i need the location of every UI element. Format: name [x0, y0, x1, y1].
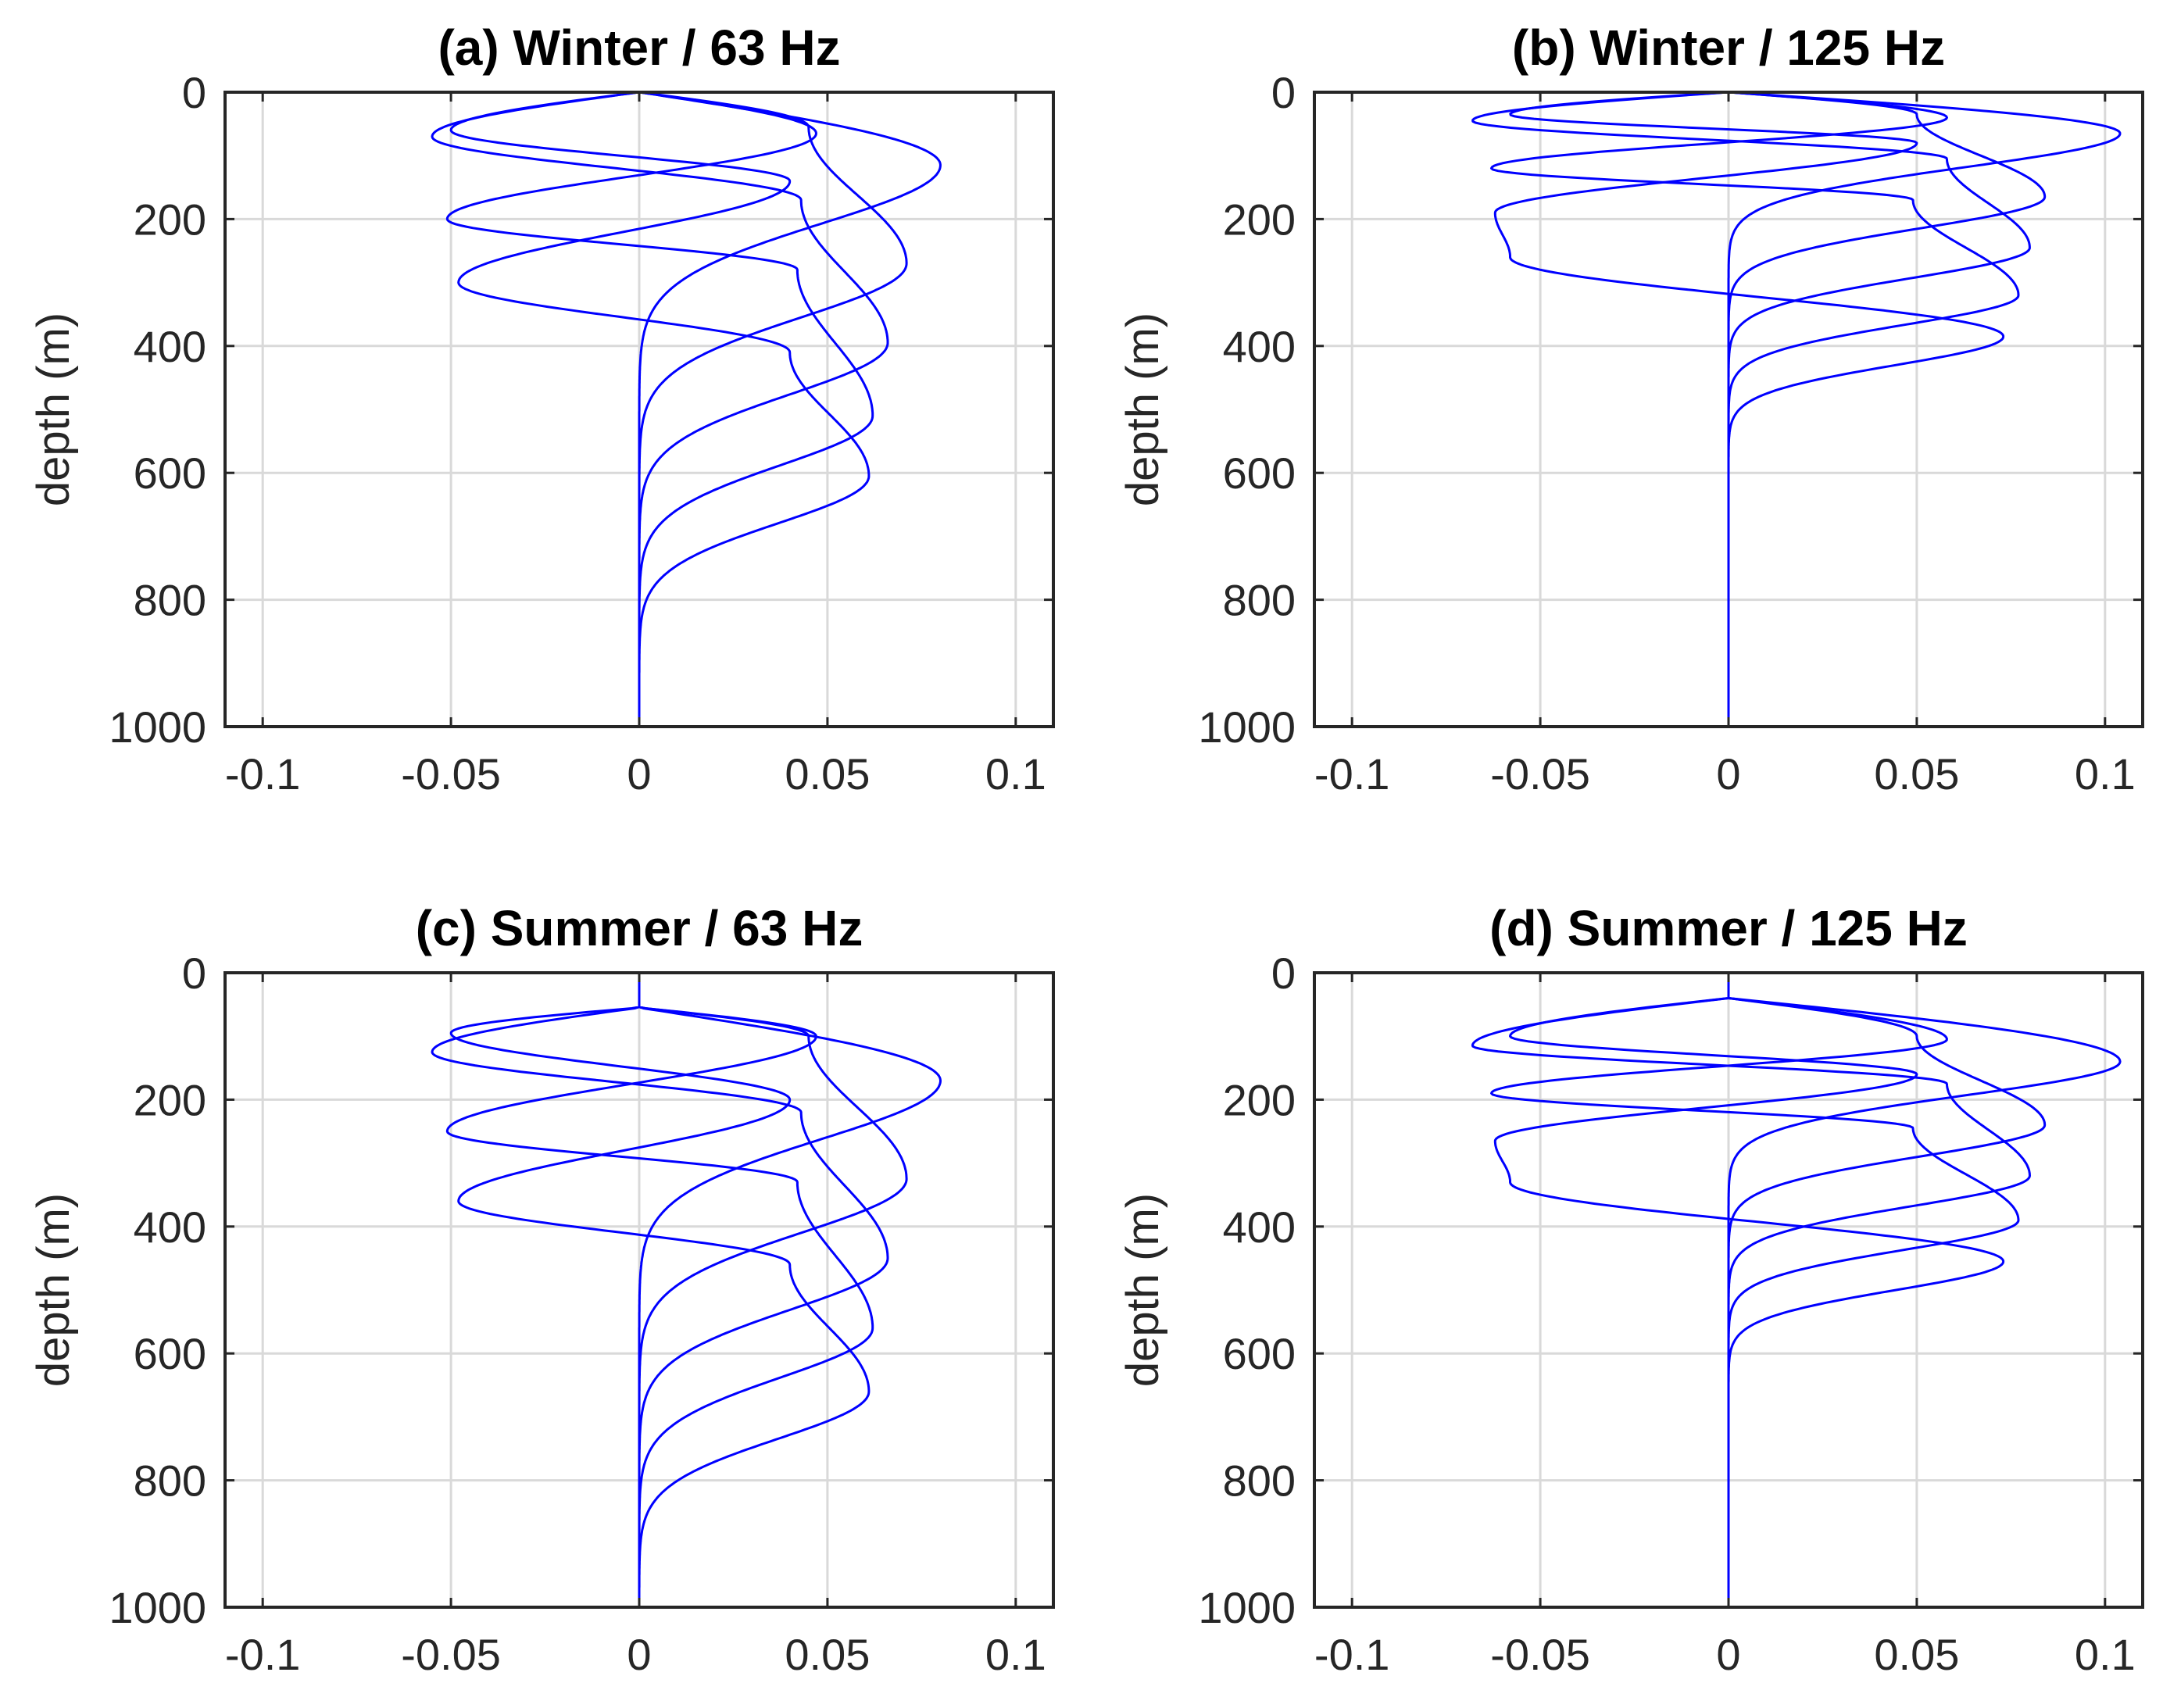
x-tick-label: 0.05	[1874, 1630, 1959, 1679]
y-tick-label: 800	[134, 576, 206, 625]
x-tick-label: 0.1	[2075, 1630, 2136, 1679]
y-tick-label: 1000	[109, 702, 206, 752]
mode-curve-4	[445, 91, 874, 727]
mode-curve-5	[449, 973, 871, 1607]
panel-c: -0.1 -0.05 0 0.05 0.1 0 200 400 600 800 1000 (c) Su…	[28, 900, 1055, 1679]
y-axis-label: depth (m)	[28, 1193, 79, 1387]
mode-curve-5	[1493, 973, 2005, 1607]
y-tick-label: 200	[134, 195, 206, 244]
y-tick-label: 200	[134, 1075, 206, 1124]
panel-a: -0.1 -0.05 0 0.05 0.1 0 200 400 600 800 1000 (a) Wi…	[28, 20, 1055, 799]
panel-b: -0.1 -0.05 0 0.05 0.1 0 200 400 600 800 1000 (b) Wi…	[1117, 20, 2144, 799]
y-tick-label: 400	[1223, 1202, 1296, 1252]
mode-curve-3	[1471, 973, 2031, 1607]
panel-title: (c) Summer / 63 Hz	[416, 900, 863, 956]
x-tick-label: 0	[627, 749, 651, 799]
x-tick-label: -0.1	[225, 1630, 301, 1679]
mode-curve-4	[445, 973, 874, 1607]
x-tick-label: -0.05	[1490, 749, 1590, 799]
mode-curve-1	[638, 973, 942, 1607]
panel-title: (d) Summer / 125 Hz	[1489, 900, 1968, 956]
x-tick-label: -0.1	[225, 749, 301, 799]
x-tick-label: -0.1	[1314, 1630, 1390, 1679]
y-tick-label: 0	[182, 949, 206, 998]
y-tick-label: 1000	[1198, 1583, 1296, 1632]
x-tick-label: 0	[1716, 749, 1740, 799]
y-tick-label: 600	[1223, 448, 1296, 498]
y-tick-label: 1000	[109, 1583, 206, 1632]
y-tick-label: 600	[1223, 1329, 1296, 1378]
y-tick-label: 200	[1223, 195, 1296, 244]
mode-curve-5	[449, 91, 871, 727]
panel-d: -0.1 -0.05 0 0.05 0.1 0 200 400 600 800 1000 (d) Su…	[1117, 900, 2144, 1679]
panel-title: (a) Winter / 63 Hz	[438, 20, 840, 76]
mode-curve-2	[638, 91, 908, 727]
y-tick-label: 800	[134, 1456, 206, 1506]
x-tick-label: -0.05	[401, 1630, 501, 1679]
y-axis-label: depth (m)	[1117, 313, 1168, 506]
y-tick-label: 400	[1223, 322, 1296, 371]
y-tick-label: 400	[134, 322, 206, 371]
mode-curve-3	[431, 91, 889, 727]
y-tick-label: 1000	[1198, 702, 1296, 752]
mode-curve-1	[638, 91, 942, 727]
y-tick-label: 800	[1223, 1456, 1296, 1506]
x-tick-label: 0.1	[985, 1630, 1046, 1679]
mode-curve-5	[1493, 91, 2005, 727]
x-tick-label: 0	[1716, 1630, 1740, 1679]
mode-curve-4	[1490, 91, 2020, 727]
panel-title: (b) Winter / 125 Hz	[1512, 20, 1945, 76]
x-tick-label: -0.05	[401, 749, 501, 799]
x-tick-label: 0.1	[985, 749, 1046, 799]
x-tick-label: 0.05	[785, 1630, 870, 1679]
y-tick-label: 0	[1271, 68, 1296, 117]
y-tick-label: 800	[1223, 576, 1296, 625]
y-tick-label: 600	[134, 1329, 206, 1378]
x-tick-label: -0.05	[1490, 1630, 1590, 1679]
y-tick-label: 600	[134, 448, 206, 498]
y-tick-label: 0	[1271, 949, 1296, 998]
x-tick-label: 0.05	[1874, 749, 1959, 799]
x-tick-label: 0.05	[785, 749, 870, 799]
y-axis-label: depth (m)	[28, 313, 79, 506]
x-tick-label: 0.1	[2075, 749, 2136, 799]
x-tick-label: 0	[627, 1630, 651, 1679]
y-axis-label: depth (m)	[1117, 1193, 1168, 1387]
y-tick-label: 400	[134, 1202, 206, 1252]
y-tick-label: 0	[182, 68, 206, 117]
y-tick-label: 200	[1223, 1075, 1296, 1124]
mode-curve-2	[638, 973, 908, 1607]
x-tick-label: -0.1	[1314, 749, 1390, 799]
